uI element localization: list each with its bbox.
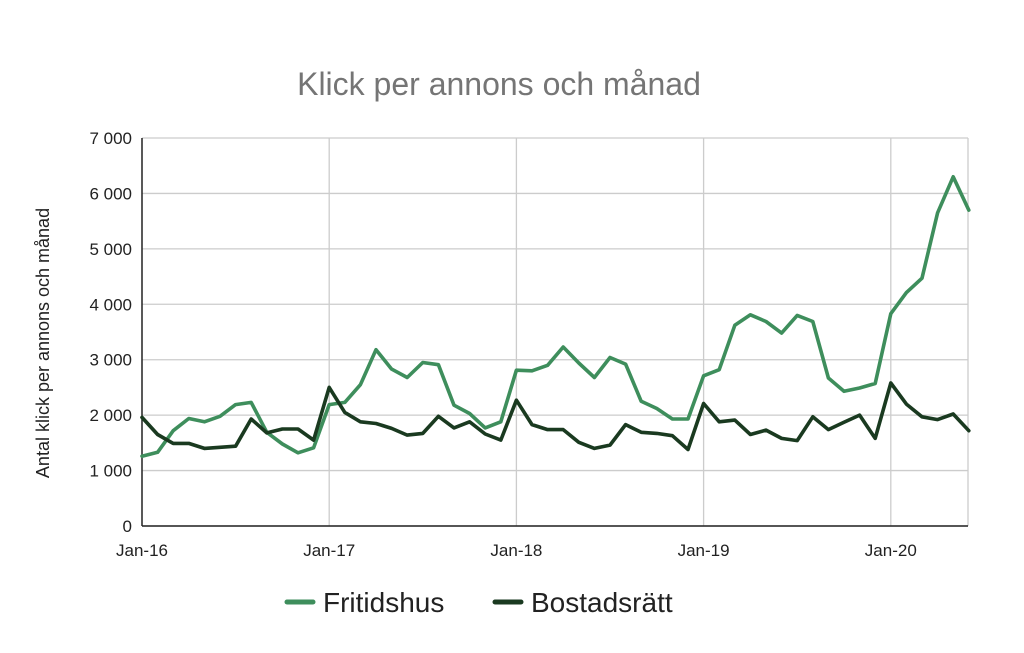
x-axis-ticks: Jan-16 Jan-17 Jan-18 Jan-19 Jan-20 — [116, 541, 917, 560]
x-tick-label: Jan-18 — [490, 541, 542, 560]
legend: Fritidshus Bostadsrätt — [284, 587, 673, 618]
y-tick-label: 6 000 — [89, 184, 132, 203]
series-line-bostadsr-tt — [140, 381, 971, 452]
x-tick-label: Jan-16 — [116, 541, 168, 560]
gridlines — [141, 137, 969, 527]
y-tick-label: 2 000 — [89, 406, 132, 425]
series-lines — [140, 175, 971, 459]
x-tick-label: Jan-17 — [303, 541, 355, 560]
y-tick-label: 5 000 — [89, 240, 132, 259]
legend-label: Bostadsrätt — [531, 587, 673, 618]
legend-label: Fritidshus — [323, 587, 444, 618]
y-tick-label: 4 000 — [89, 295, 132, 314]
y-tick-label: 7 000 — [89, 129, 132, 148]
x-tick-label: Jan-20 — [865, 541, 917, 560]
x-tick-label: Jan-19 — [678, 541, 730, 560]
y-tick-label: 0 — [123, 517, 132, 536]
series-line-fritidshus — [140, 175, 971, 459]
y-tick-label: 1 000 — [89, 462, 132, 481]
y-axis-ticks: 0 1 000 2 000 3 000 4 000 5 000 6 000 7 000 — [89, 129, 132, 536]
y-axis-label: Antal klick per annons och månad — [33, 208, 53, 478]
y-tick-label: 3 000 — [89, 351, 132, 370]
chart-title: Klick per annons och månad — [297, 66, 701, 102]
